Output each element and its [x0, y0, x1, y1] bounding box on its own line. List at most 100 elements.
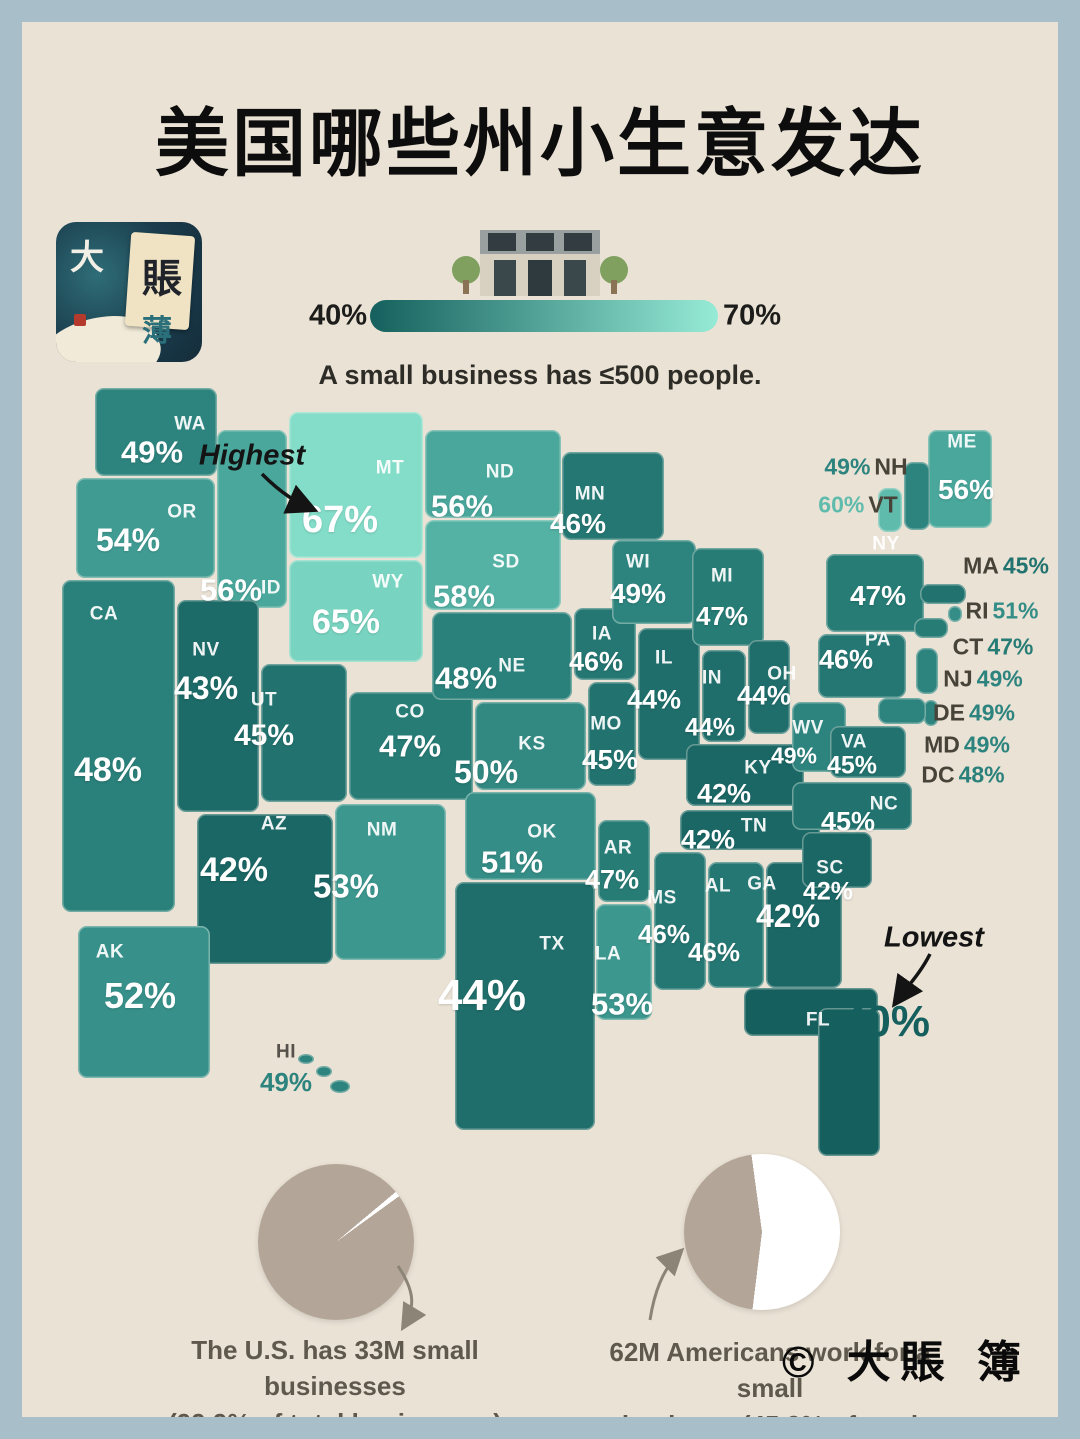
- state-ND-value-text: 56%: [430, 488, 494, 524]
- state-SD-value: 58%: [433, 581, 495, 612]
- state-OR: [76, 478, 215, 578]
- state-CA: [62, 580, 175, 912]
- state-OK-value-text: 51%: [480, 844, 544, 880]
- state-MS-abbr-text: MS: [647, 887, 677, 909]
- state-ID-value: 56%: [200, 575, 262, 606]
- state-WA-abbr: WA: [174, 415, 206, 434]
- state-IA-abbr: IA: [592, 625, 612, 644]
- callout-MA-abbr: MA: [963, 552, 999, 579]
- state-UT-value-text: 45%: [233, 719, 295, 752]
- state-OH-value: 44%: [736, 680, 792, 711]
- state-LA-abbr-text: LA: [594, 943, 622, 965]
- state-MA: [920, 584, 966, 604]
- state-NV-abbr: NV: [192, 641, 219, 660]
- state-NY-value: 47%: [850, 582, 906, 610]
- callout-DC-value: 48%: [958, 761, 1005, 788]
- state-OK-value: 51%: [481, 847, 543, 878]
- state-NJ: [916, 648, 938, 694]
- state-TN-value-text: 42%: [680, 824, 736, 855]
- logo-char-2: 賬: [142, 257, 182, 301]
- state-WV-value: 49%: [770, 742, 818, 769]
- state-ME: [928, 430, 992, 528]
- state-MO-value-text: 45%: [581, 744, 639, 775]
- state-NE: [432, 612, 572, 700]
- state-AZ-value: 42%: [200, 853, 268, 887]
- state-NE-abbr: NE: [498, 657, 525, 676]
- state-OK-abbr-text: OK: [527, 821, 557, 843]
- state-MN: [562, 452, 664, 540]
- state-KS-value: 50%: [454, 756, 518, 788]
- state-CA-value: 48%: [74, 753, 142, 787]
- state-SC-value-text: 42%: [802, 877, 854, 906]
- state-OH-value-text: 44%: [736, 680, 792, 711]
- state-MO-abbr: MO: [590, 715, 622, 734]
- state-NM-value-text: 53%: [312, 867, 380, 905]
- state-NM-abbr: NM: [367, 821, 398, 840]
- state-CT: [914, 618, 948, 638]
- logo-seal-icon: [74, 314, 86, 326]
- state-PA-abbr-text: PA: [865, 629, 891, 651]
- lowest-annotation: Lowest: [884, 921, 984, 954]
- state-GA-abbr: GA: [747, 875, 777, 894]
- state-HI-part3: [330, 1080, 350, 1093]
- state-TN-value: 42%: [680, 824, 736, 855]
- state-RI: [948, 606, 962, 622]
- state-MN-value-text: 46%: [549, 508, 607, 539]
- state-MO: [588, 682, 636, 786]
- state-AZ-abbr: AZ: [261, 815, 287, 834]
- state-OR-abbr-text: OR: [167, 501, 197, 523]
- state-UT-value: 45%: [234, 721, 294, 751]
- state-HI-abbr: HI: [276, 1043, 296, 1062]
- state-UT-abbr: UT: [251, 691, 277, 710]
- state-NM: [335, 804, 446, 960]
- state-WA-value-text: 49%: [120, 434, 184, 470]
- state-MO-value: 45%: [582, 746, 638, 774]
- state-WA: [95, 388, 217, 476]
- callout-MD: MD 49%: [920, 732, 1010, 759]
- state-MN-abbr: MN: [575, 485, 606, 504]
- state-MD: [878, 698, 926, 724]
- state-TN-abbr: TN: [741, 817, 767, 836]
- state-ND: [425, 430, 561, 518]
- state-HI-value: 49%: [260, 1069, 312, 1095]
- state-IL-abbr-text: IL: [655, 647, 673, 669]
- pie-small-businesses: [258, 1164, 414, 1320]
- state-NC-value-text: 45%: [820, 806, 876, 837]
- state-CA-abbr: CA: [90, 605, 118, 624]
- callout-NH-abbr: NH: [874, 453, 908, 480]
- state-WI-abbr: WI: [626, 553, 650, 572]
- state-LA: [596, 904, 652, 1020]
- state-WA-abbr-text: WA: [174, 413, 206, 435]
- state-ME-value-text: 56%: [937, 474, 995, 505]
- state-AZ: [197, 814, 333, 964]
- state-WA-value: 49%: [121, 437, 183, 468]
- state-MS-value-text: 46%: [637, 919, 691, 949]
- state-ME-value: 56%: [938, 476, 994, 504]
- logo-char-3: 薄: [142, 315, 172, 348]
- state-TX: [455, 882, 595, 1130]
- state-ID: [217, 430, 287, 608]
- state-FL-abbr-text: FL: [805, 1009, 831, 1031]
- callout-NH: 49% NH: [824, 454, 911, 481]
- callout-MD-abbr: MD: [924, 731, 960, 758]
- callout-NJ-value: 49%: [976, 665, 1023, 692]
- state-ME-abbr-text: ME: [947, 431, 977, 453]
- callout-NJ: NJ 49%: [939, 666, 1022, 693]
- state-HI-part2: [316, 1066, 332, 1077]
- state-NC-value: 45%: [820, 806, 876, 837]
- state-SD-abbr: SD: [492, 553, 519, 572]
- state-ND-abbr: ND: [486, 463, 514, 482]
- state-CO-value: 47%: [379, 731, 441, 762]
- callout-CT: CT 47%: [949, 634, 1034, 661]
- state-TX-value: 44%: [438, 974, 526, 1018]
- state-NY-abbr-text: NY: [872, 533, 900, 555]
- state-FL-part2: [818, 1008, 880, 1156]
- lowest-value: 40%: [841, 997, 931, 1046]
- state-MI-abbr: MI: [711, 567, 733, 586]
- state-CO: [349, 692, 473, 800]
- state-LA-value-text: 53%: [590, 986, 654, 1022]
- state-AK-abbr-text: AK: [95, 941, 125, 963]
- state-WV-value-text: 49%: [770, 742, 818, 769]
- state-NE-value: 48%: [435, 663, 497, 694]
